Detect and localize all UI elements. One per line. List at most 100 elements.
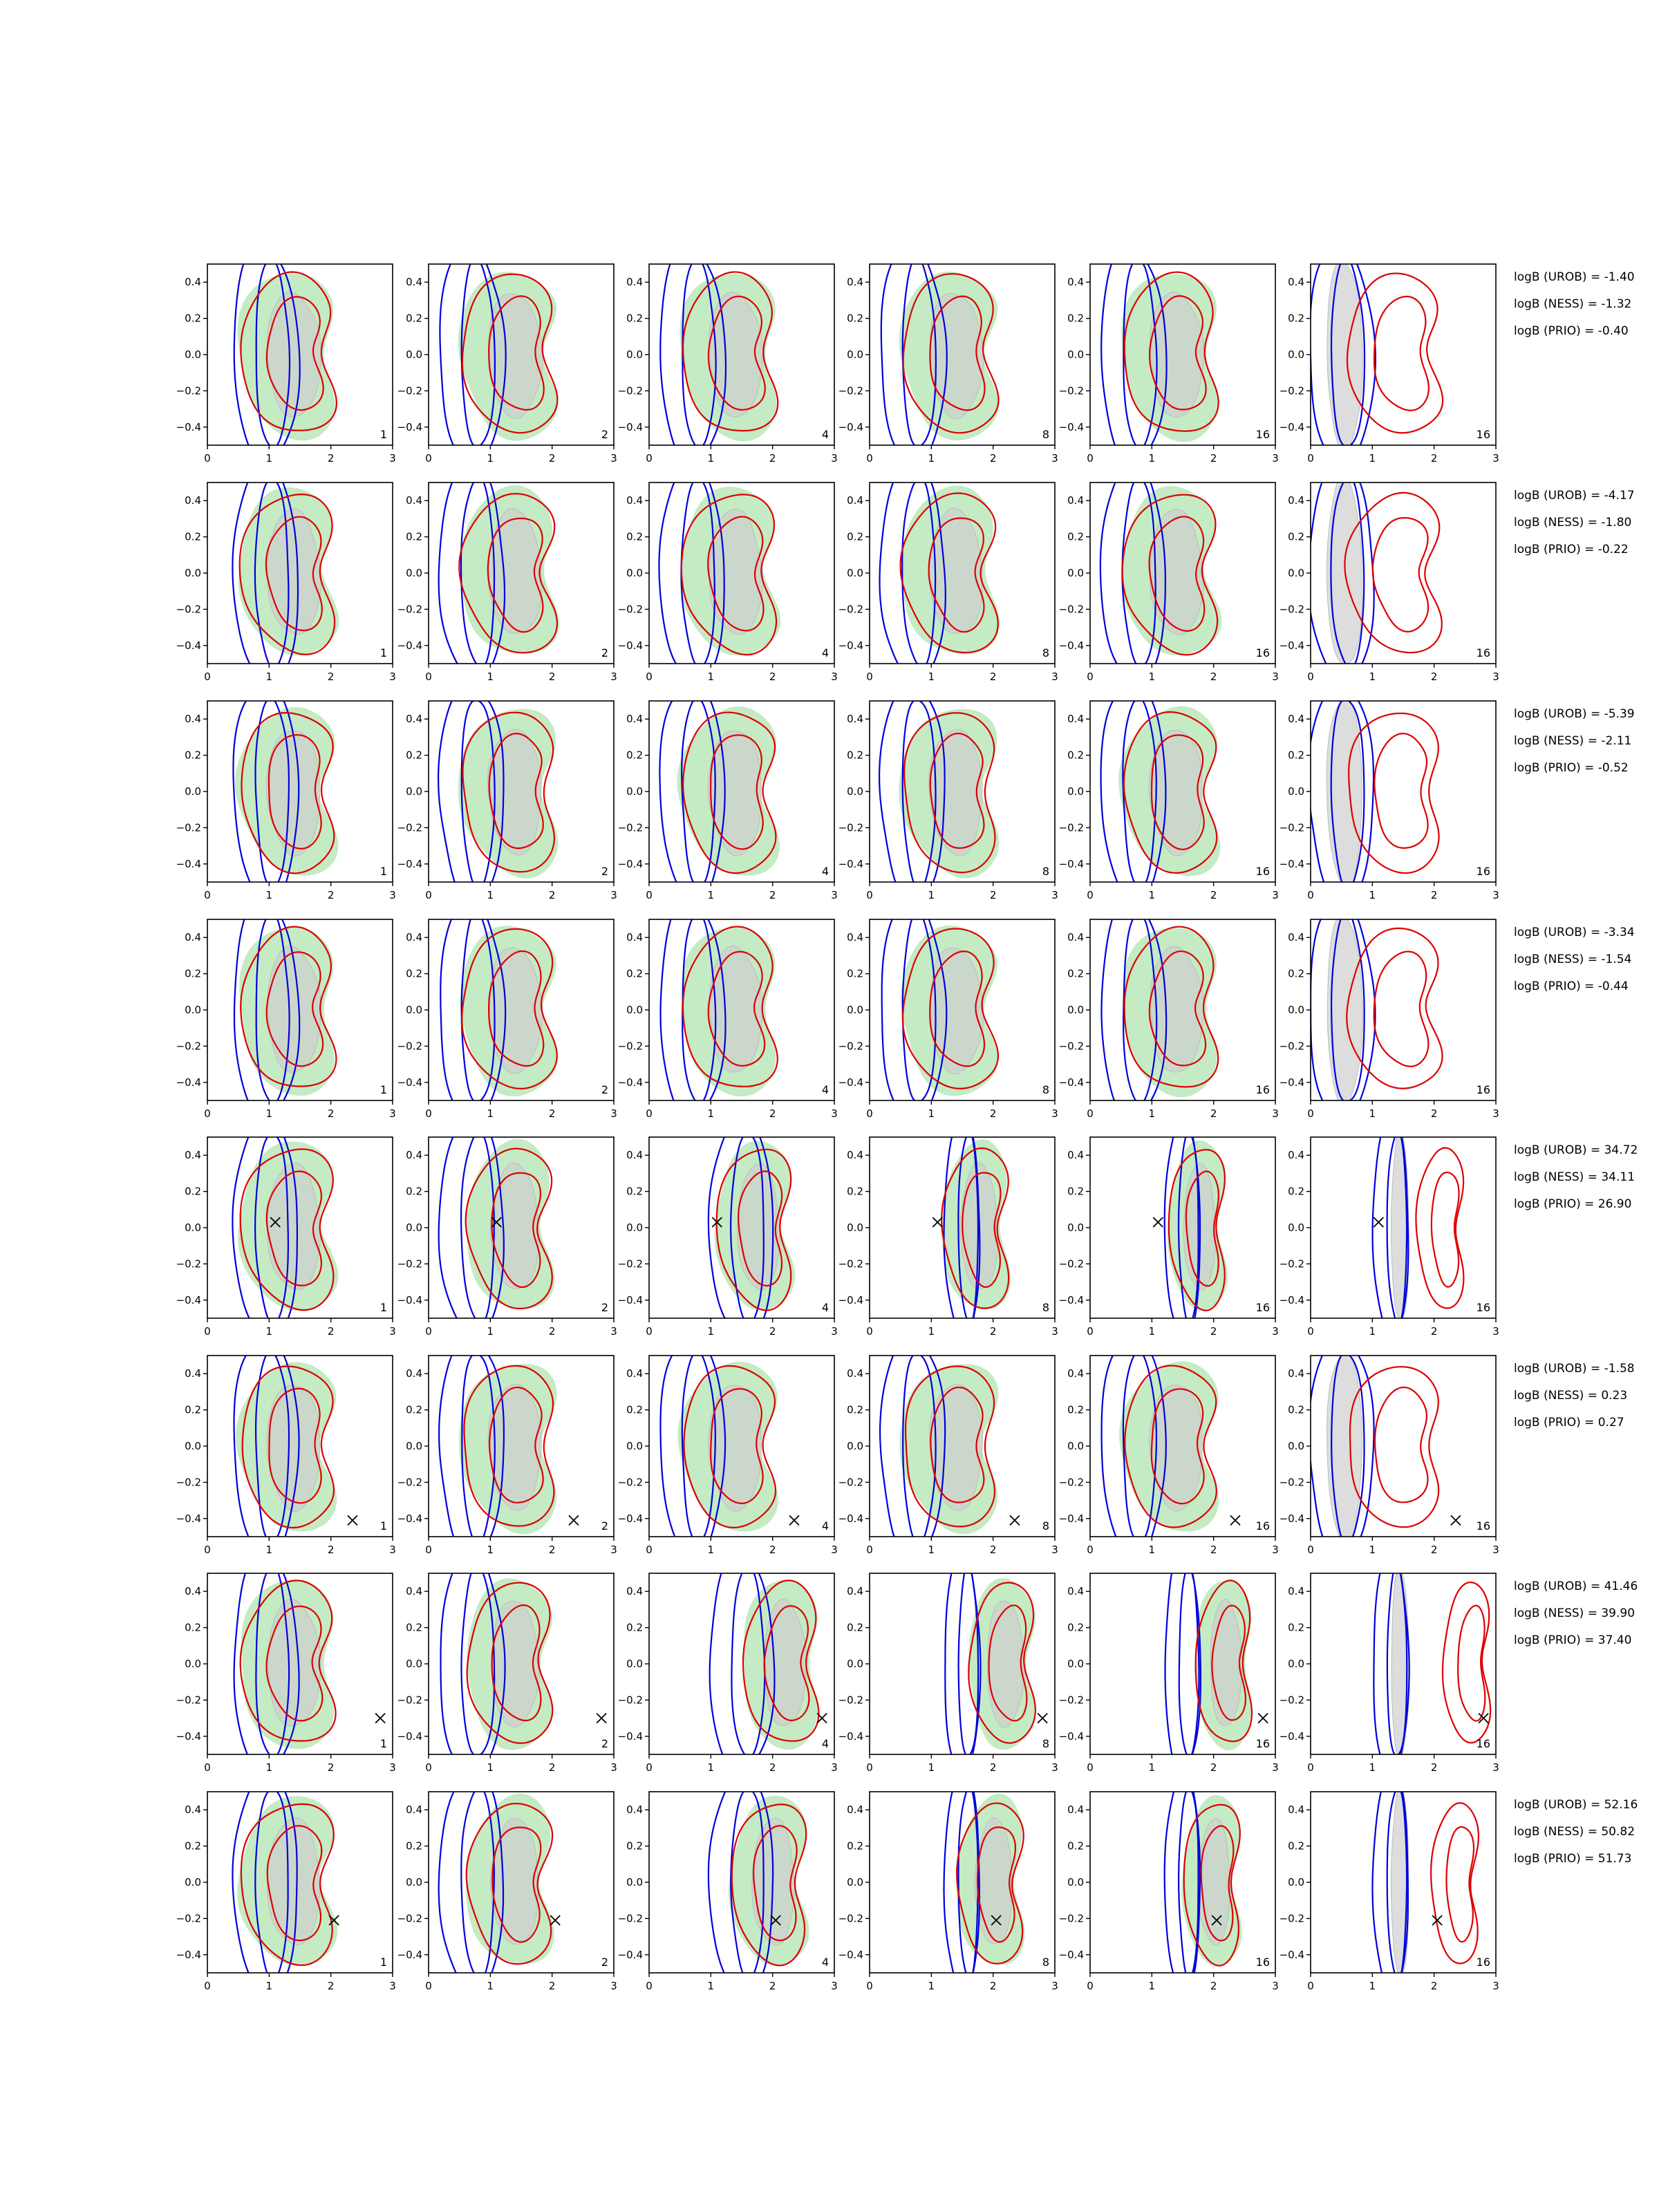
y-tick-label: −0.2 [176, 1257, 201, 1270]
x-tick-label: 2 [1210, 889, 1217, 901]
y-tick-label: 0.4 [1067, 276, 1084, 288]
x-tick-label: 2 [328, 671, 335, 683]
panel-corner-label: 1 [380, 1301, 387, 1314]
y-tick-label: 0.4 [406, 713, 422, 725]
blue-contour-outer [233, 1356, 300, 1537]
panel-corner-label: 16 [1256, 1301, 1270, 1314]
x-tick-label: 2 [1431, 452, 1438, 465]
y-tick-label: −0.4 [397, 1294, 422, 1306]
logb-annotation: logB (UROB) = 52.16 [1514, 1798, 1638, 1812]
y-tick-label: 0.4 [1288, 931, 1304, 944]
x-tick-label: 2 [328, 1544, 335, 1556]
blue-contour-outer [943, 1792, 980, 1973]
panel-corner-label: 2 [601, 1519, 608, 1533]
y-tick-label: 0.0 [1288, 1004, 1304, 1016]
blue-contour-outer [438, 482, 506, 664]
blue-contour-outer [1100, 701, 1167, 882]
blue-contour-inner [957, 1137, 980, 1318]
logb-annotation: logB (PRIO) = 0.27 [1514, 1416, 1624, 1430]
x-tick-label: 2 [990, 1107, 997, 1120]
gray-density [267, 508, 321, 635]
y-tick-label: 0.0 [626, 785, 643, 798]
y-tick-label: −0.4 [838, 858, 863, 870]
y-tick-label: 0.2 [1288, 1840, 1304, 1853]
red-contour-inner [976, 1826, 1017, 1943]
panel-r1-c1: 0.40.20.0−0.2−0.40 1 2 31 [176, 263, 396, 465]
panel-corner-label: 16 [1477, 1083, 1490, 1096]
x-tick-label: 3 [831, 889, 838, 901]
blue-contour-outer [1100, 1356, 1167, 1537]
panel-r6-c2: 0.40.20.0−0.2−0.40 1 2 32 [397, 1355, 617, 1556]
blue-contour-outer [1163, 1792, 1201, 1973]
x-tick-label: 1 [928, 1544, 935, 1556]
x-tick-label: 1 [928, 1107, 935, 1120]
panel-r3-c6: 0.4 0.2 0.0 −0.2 −0.4 0 1 2 316 [1280, 700, 1499, 901]
y-tick-label: 0.2 [406, 968, 422, 980]
x-tick-label: 3 [1492, 1761, 1499, 1774]
x-tick-label: 1 [487, 889, 494, 901]
x-tick-label: 2 [990, 889, 997, 901]
y-tick-label: −0.4 [1280, 858, 1304, 870]
y-tick-label: 0.4 [185, 276, 201, 288]
red-contour-inner [1374, 733, 1429, 849]
x-tick-label: 2 [1210, 1325, 1217, 1338]
x-tick-label: 3 [389, 1325, 396, 1338]
true-point-marker [770, 1915, 781, 1926]
x-tick-label: 0 [425, 889, 432, 901]
panel-corner-label: 1 [380, 646, 387, 659]
red-contour-outer [1121, 494, 1219, 656]
red-contour-inner [929, 950, 986, 1067]
y-tick-label: 0.0 [847, 1658, 863, 1670]
blue-contour-inner [902, 1356, 937, 1537]
y-tick-label: −0.2 [397, 1257, 422, 1270]
x-tick-label: 1 [1369, 671, 1376, 683]
panel-corner-label: 16 [1256, 1083, 1270, 1096]
x-tick-label: 2 [769, 452, 776, 465]
y-tick-label: 0.0 [406, 1440, 422, 1452]
x-tick-label: 3 [1492, 889, 1499, 901]
y-tick-label: 0.0 [1067, 348, 1084, 361]
x-tick-label: 1 [1149, 1980, 1156, 1992]
red-contour-inner [491, 1826, 542, 1943]
y-tick-label: −0.4 [1280, 1949, 1304, 1961]
y-tick-label: 0.4 [1288, 713, 1304, 725]
panel-r8-c1: 0.40.20.0−0.2−0.40 1 2 31 [176, 1791, 396, 1992]
x-tick-label: 2 [549, 889, 556, 901]
logb-annotation: logB (PRIO) = -0.52 [1514, 761, 1629, 775]
y-tick-label: 0.4 [847, 494, 863, 507]
x-tick-label: 2 [328, 1107, 335, 1120]
x-tick-label: 2 [990, 1980, 997, 1992]
x-tick-label: 1 [1149, 1761, 1156, 1774]
y-tick-label: 0.2 [1288, 1404, 1304, 1416]
x-tick-label: 1 [1149, 1107, 1156, 1120]
x-tick-label: 3 [389, 889, 396, 901]
panel-r3-c4: 0.4 0.2 0.0 −0.2 −0.4 0 1 2 38 [838, 700, 1058, 901]
blue-contour-outer [881, 919, 948, 1100]
red-contour-inner [1373, 295, 1430, 411]
y-tick-label: −0.4 [618, 1512, 643, 1525]
x-tick-label: 3 [1492, 1544, 1499, 1556]
red-contour-outer [742, 1580, 820, 1742]
x-tick-label: 3 [389, 1544, 396, 1556]
x-tick-label: 2 [990, 671, 997, 683]
blue-contour-outer [440, 919, 507, 1100]
red-contour-inner [265, 951, 324, 1067]
x-tick-label: 0 [1087, 889, 1094, 901]
y-tick-label: 0.2 [1067, 1404, 1084, 1416]
logb-annotation: logB (NESS) = -1.54 [1514, 953, 1631, 966]
y-tick-label: −0.2 [1059, 1912, 1084, 1924]
y-tick-label: 0.0 [185, 1876, 201, 1888]
y-tick-label: 0.2 [847, 531, 863, 543]
y-tick-label: 0.2 [1067, 1622, 1084, 1634]
y-tick-label: 0.0 [626, 1004, 643, 1016]
panel-r2-c6: 0.4 0.2 0.0 −0.2 −0.4 0 1 2 316 [1280, 482, 1499, 683]
x-tick-label: 1 [1149, 889, 1156, 901]
blue-contour-outer [1371, 1792, 1409, 1973]
y-tick-label: −0.2 [1280, 1912, 1304, 1924]
x-tick-label: 0 [1087, 1544, 1094, 1556]
blue-contour-inner [1330, 482, 1365, 664]
blue-contour-inner [1330, 701, 1365, 882]
y-tick-label: 0.2 [1067, 312, 1084, 325]
y-tick-label: −0.2 [838, 384, 863, 397]
x-tick-label: 1 [266, 1761, 273, 1774]
